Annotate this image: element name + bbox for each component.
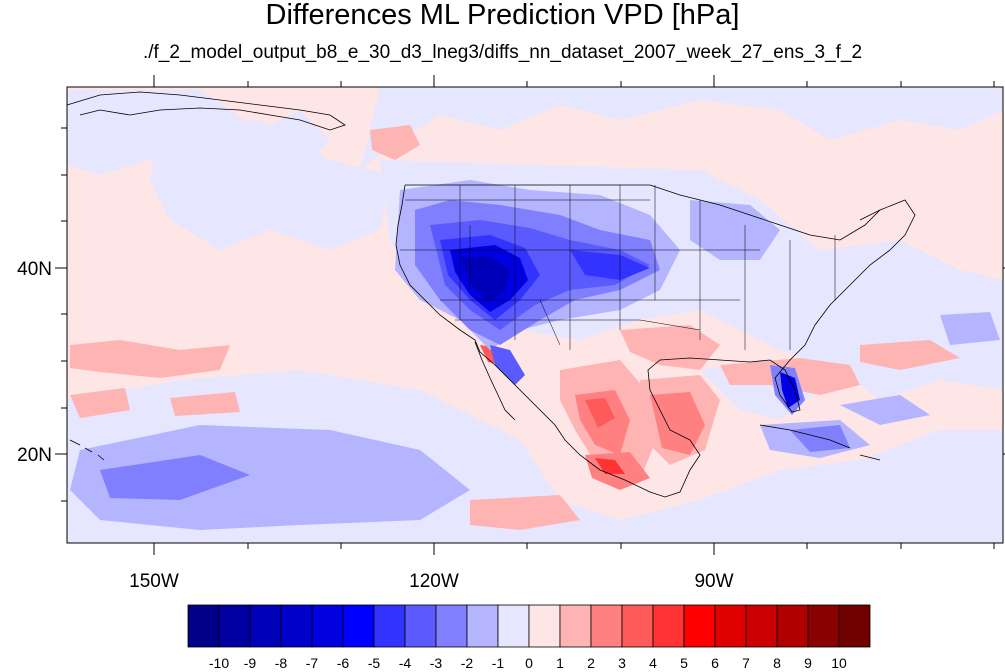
field-region — [650, 392, 705, 455]
colorbar-label: 6 — [711, 655, 719, 671]
map-subtitle: ./f_2_model_output_b8_e_30_d3_lneg3/diff… — [142, 42, 863, 63]
colorbar-swatch — [590, 604, 623, 648]
colorbar-swatch — [435, 604, 468, 648]
lat-label-40n: 40N — [17, 259, 52, 280]
field-region — [570, 250, 650, 280]
field-region — [460, 256, 510, 302]
coastlines — [66, 91, 916, 498]
field-region — [370, 125, 420, 160]
colorbar-label: -4 — [399, 655, 412, 671]
field-region — [620, 325, 720, 370]
colorbar-swatch — [187, 604, 220, 648]
field-region — [780, 372, 800, 408]
colorbar-label: 10 — [831, 655, 847, 671]
field-region — [595, 458, 625, 474]
colorbar-swatch — [621, 604, 654, 648]
canada-border — [405, 184, 881, 241]
field-region — [70, 340, 230, 378]
colorbar-swatch — [745, 604, 778, 648]
colorbar-swatch — [373, 604, 406, 648]
lon-label-150w: 150W — [129, 571, 179, 592]
colorbar-swatch — [218, 604, 251, 648]
field-region — [100, 455, 250, 500]
colorbar-swatch — [466, 604, 499, 648]
tick-marks — [55, 75, 1005, 555]
colorbar-swatch — [404, 604, 437, 648]
plot-frame — [66, 86, 1004, 544]
colorbar-swatch — [497, 604, 530, 648]
colorbar-label: -3 — [430, 655, 443, 671]
colorbar-swatch — [311, 604, 344, 648]
colorbar-label: -8 — [275, 655, 288, 671]
colorbar-swatch — [807, 604, 840, 648]
colorbar-label: -6 — [337, 655, 350, 671]
map-title: Differences ML Prediction VPD [hPa] — [265, 0, 740, 31]
field-region — [840, 395, 930, 425]
colorbar-swatch — [838, 604, 871, 648]
alaska-coastline — [66, 91, 346, 131]
colorbar-swatch — [714, 604, 747, 648]
colorbar-label: 7 — [742, 655, 750, 671]
colorbar-label: -1 — [492, 655, 505, 671]
colorbar-label: 8 — [773, 655, 781, 671]
hawaii — [69, 439, 105, 461]
field-region — [690, 200, 780, 260]
colorbar-swatch — [528, 604, 561, 648]
colorbar-label: 2 — [587, 655, 595, 671]
caribbean-islands — [759, 424, 881, 461]
field-region — [490, 345, 525, 385]
north-america-coastline — [395, 184, 916, 498]
colorbar-swatch — [342, 604, 375, 648]
lon-label-120w: 120W — [409, 571, 459, 592]
field-region — [790, 425, 850, 452]
colorbar-label: -7 — [306, 655, 319, 671]
colorbar-label: -5 — [368, 655, 381, 671]
baja-california — [474, 341, 516, 421]
field-layer — [67, 87, 1003, 543]
field-region — [860, 340, 960, 370]
colorbar-label: -10 — [209, 655, 229, 671]
field-region — [470, 495, 580, 530]
lon-label-90w: 90W — [694, 571, 733, 592]
colorbar-label: 9 — [804, 655, 812, 671]
lat-label-20n: 20N — [17, 445, 52, 466]
colorbar-swatch — [683, 604, 716, 648]
colorbar-label: -2 — [461, 655, 474, 671]
colorbar-swatch — [559, 604, 592, 648]
field-region — [170, 392, 240, 416]
colorbar-label: 1 — [556, 655, 564, 671]
colorbar-swatch — [249, 604, 282, 648]
colorbar-swatch — [280, 604, 313, 648]
field-region — [585, 398, 615, 428]
colorbar-label: 0 — [525, 655, 533, 671]
colorbar-swatch — [652, 604, 685, 648]
colorbar-label: 3 — [618, 655, 626, 671]
field-region — [940, 312, 1000, 345]
colorbar-swatch — [776, 604, 809, 648]
field-region — [70, 388, 130, 418]
colorbar: -10 -9 -8 -7 -6 -5 -4 -3 -2 -1 0 1 2 3 4 5 6 7 8 9 10 — [187, 604, 871, 671]
field-region — [70, 425, 470, 530]
colorbar-label: 5 — [680, 655, 688, 671]
field-region — [360, 87, 1003, 170]
field-region — [150, 120, 390, 250]
colorbar-label: -9 — [244, 655, 257, 671]
state-boundaries — [400, 185, 836, 350]
colorbar-label: 4 — [649, 655, 657, 671]
